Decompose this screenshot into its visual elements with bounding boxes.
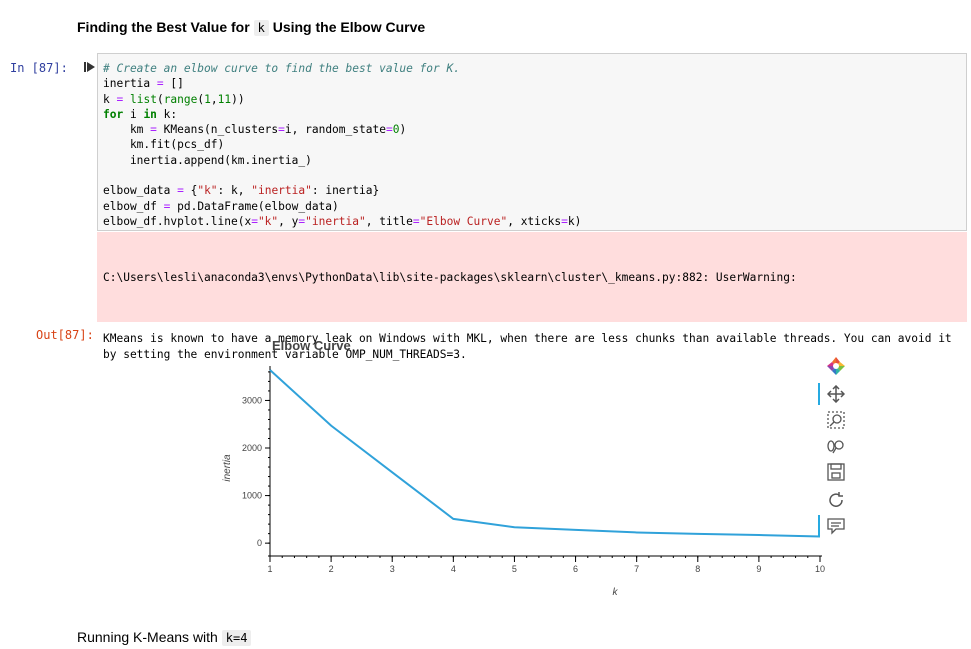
- footer-code: k=4: [221, 630, 252, 646]
- y-tick-label: 2000: [242, 443, 262, 453]
- series-line-inertia: [269, 369, 821, 538]
- x-tick-label: 1: [267, 564, 272, 574]
- save-icon[interactable]: [818, 461, 854, 483]
- active-tool-indicator: [818, 515, 820, 537]
- chart-svg[interactable]: Elbow Curve 0 1000 2000 3000 1 2 3 4 5 6 7 8 9 10 k iner…: [200, 330, 860, 620]
- code-line: elbow_df.hvplot.line(x="k", y="inertia",…: [103, 214, 582, 228]
- code-line: inertia = []: [103, 77, 184, 91]
- footer-prefix: Running K-Means with: [77, 629, 218, 645]
- plot-toolbar: [818, 355, 854, 555]
- active-tool-indicator: [818, 383, 820, 405]
- warning-path: C:\Users\lesli\anaconda3\envs\PythonData…: [103, 270, 797, 284]
- reset-icon[interactable]: [818, 489, 854, 511]
- pan-icon[interactable]: [818, 383, 854, 405]
- heading-suffix: Using the Elbow Curve: [272, 19, 426, 35]
- code-line: km = KMeans(n_clusters=i, random_state=0…: [103, 123, 407, 137]
- x-tick-label: 7: [634, 564, 639, 574]
- heading-prefix: Finding the Best Value for: [77, 19, 250, 35]
- code-cell-input[interactable]: # Create an elbow curve to find the best…: [97, 53, 967, 231]
- hover-icon[interactable]: [818, 515, 854, 537]
- y-tick-label: 3000: [242, 395, 262, 405]
- code-line: [103, 168, 966, 183]
- output-prompt: Out[87]:: [36, 328, 94, 342]
- x-tick-label: 5: [512, 564, 517, 574]
- code-line: elbow_df = pd.DataFrame(elbow_data): [103, 199, 339, 213]
- x-tick-label: 2: [329, 564, 334, 574]
- code-block[interactable]: # Create an elbow curve to find the best…: [98, 54, 966, 229]
- warning-message: KMeans is known to have a memory leak on…: [103, 332, 959, 361]
- code-line: km.fit(pcs_df): [103, 138, 225, 152]
- x-tick-label: 10: [815, 564, 825, 574]
- markdown-footer: Running K-Means with k=4: [77, 629, 252, 646]
- code-line: k = list(range(1,11)): [103, 92, 245, 106]
- x-tick-label: 9: [756, 564, 761, 574]
- box-zoom-icon[interactable]: [818, 409, 854, 431]
- code-line: for i in k:: [103, 107, 178, 121]
- code-line: elbow_data = {"k": k, "inertia": inertia…: [103, 184, 380, 198]
- elbow-chart[interactable]: Elbow Curve 0 1000 2000 3000 1 2 3 4 5 6 7 8 9 10 k iner…: [200, 330, 860, 620]
- heading-code: k: [253, 20, 269, 36]
- x-tick-label: 4: [451, 564, 456, 574]
- y-axis-label: inertia: [222, 454, 233, 482]
- x-tick-label: 3: [390, 564, 395, 574]
- input-prompt: In [87]:: [10, 61, 68, 75]
- code-line: # Create an elbow curve to find the best…: [103, 62, 460, 75]
- y-tick-label: 0: [257, 538, 262, 548]
- wheel-zoom-icon[interactable]: [818, 435, 854, 457]
- bokeh-logo-icon: [818, 355, 854, 377]
- markdown-heading: Finding the Best Value for k Using the E…: [77, 19, 426, 36]
- chart-title: Elbow Curve: [272, 338, 351, 353]
- run-cell-icon[interactable]: [84, 61, 96, 73]
- y-tick-label: 1000: [242, 491, 262, 501]
- x-axis-label: k: [613, 587, 619, 598]
- code-line: inertia.append(km.inertia_): [103, 153, 312, 167]
- x-tick-label: 6: [573, 564, 578, 574]
- stderr-output: C:\Users\lesli\anaconda3\envs\PythonData…: [97, 232, 967, 361]
- x-tick-label: 8: [695, 564, 700, 574]
